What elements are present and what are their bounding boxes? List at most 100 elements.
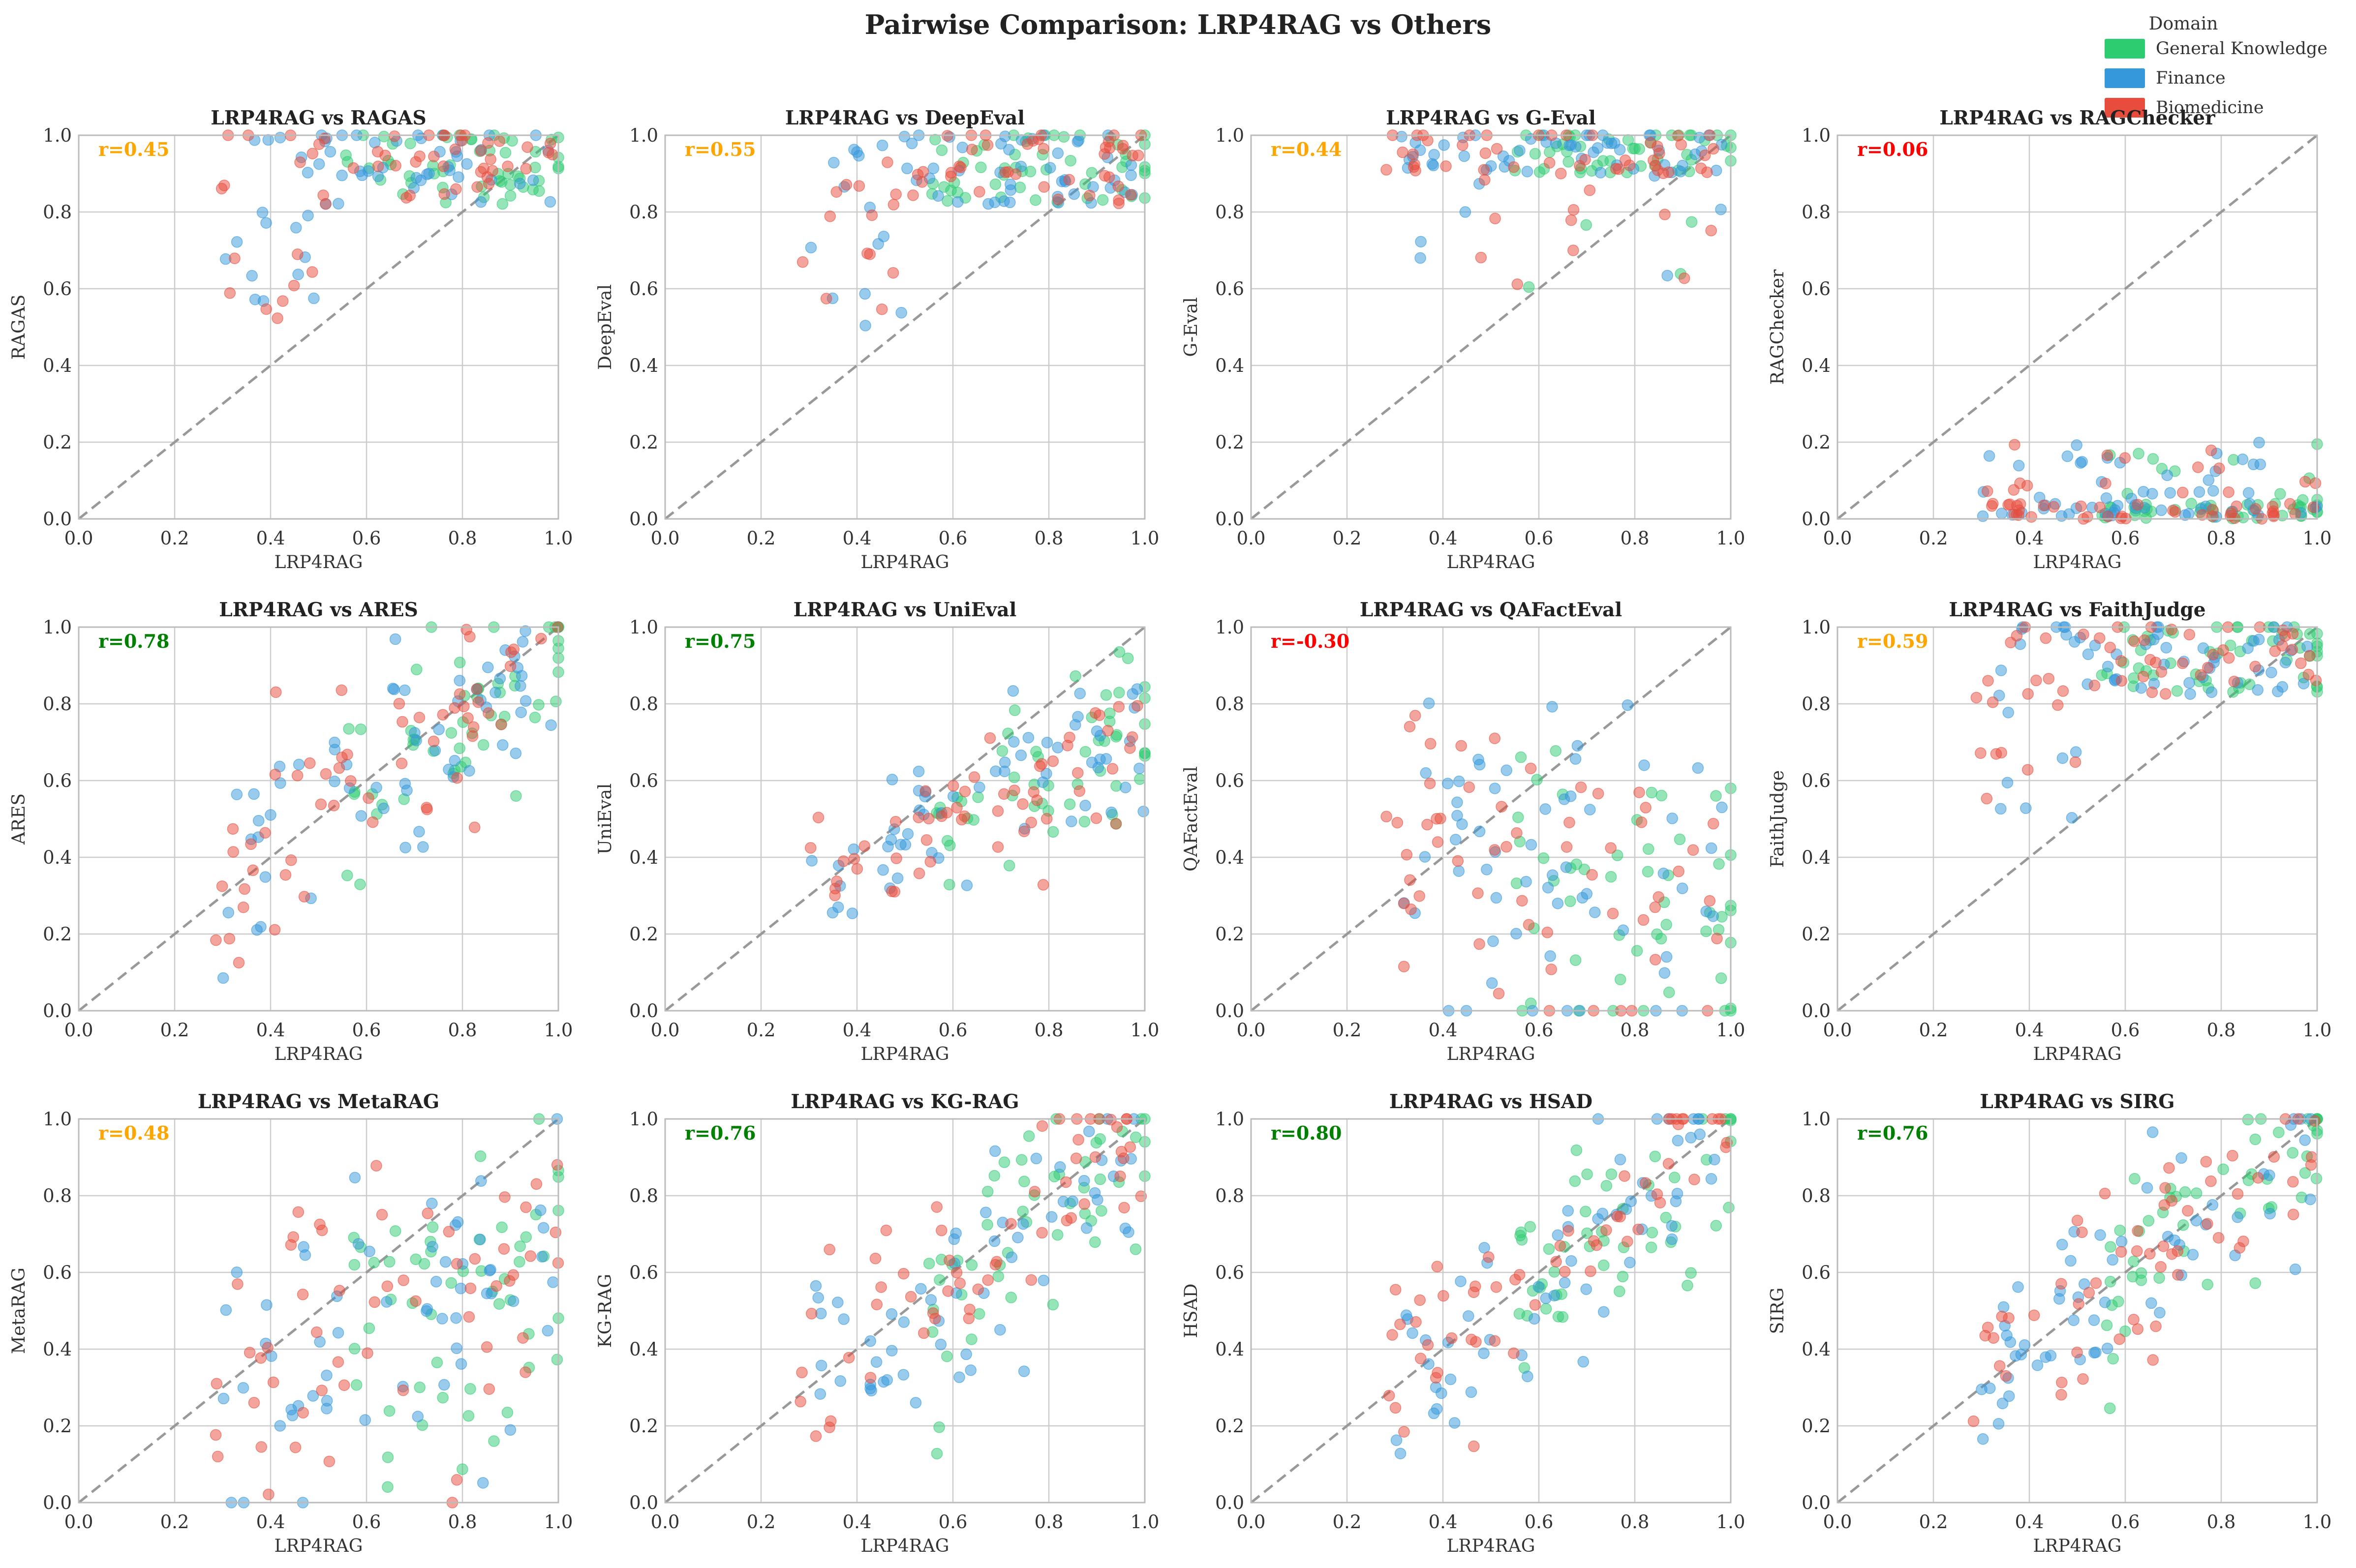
data-point: [270, 686, 282, 698]
data-point: [1575, 781, 1587, 793]
data-point: [1455, 1275, 1467, 1287]
data-point: [1580, 1283, 1592, 1295]
data-point: [412, 1411, 424, 1422]
data-point: [2104, 1402, 2116, 1415]
data-point: [384, 1256, 396, 1268]
panel-title: LRP4RAG vs KG-RAG: [791, 1090, 1019, 1113]
data-point: [2155, 666, 2168, 678]
data-point: [2142, 1215, 2155, 1227]
data-point: [475, 145, 487, 157]
data-point: [812, 1292, 824, 1304]
data-point: [2250, 503, 2262, 515]
data-point: [1125, 189, 1137, 201]
data-point: [252, 814, 265, 827]
y-tick-label: 0.0: [629, 1000, 658, 1022]
data-point: [504, 660, 517, 672]
panel-title: LRP4RAG vs FaithJudge: [1949, 599, 2205, 621]
data-point: [1003, 144, 1015, 156]
data-point: [1106, 763, 1119, 775]
data-point: [936, 810, 948, 822]
data-point: [340, 149, 352, 161]
data-point: [1657, 167, 1669, 180]
y-tick-label: 0.0: [1215, 1000, 1244, 1022]
correlation-label: r=0.59: [1857, 630, 1928, 652]
data-point: [467, 721, 480, 733]
data-point: [880, 1224, 892, 1236]
data-point: [220, 1304, 232, 1316]
legend: Domain General Knowledge Finance Biomedi…: [2105, 14, 2356, 122]
scatter-panel: 0.0 0.2 0.4 0.6 0.8 1.0 0.0 0.2 0.4 0.6 0.8 1.0 LRP4…: [1768, 1090, 2331, 1556]
scatter-panel: 0.0 0.2 0.4 0.6 0.8 1.0 0.0 0.2 0.4 0.6 0.8 1.0 LRP4…: [1181, 599, 1745, 1064]
data-point: [274, 1420, 286, 1432]
data-point: [212, 1450, 224, 1463]
data-point: [1133, 762, 1145, 775]
y-tick-label: 0.4: [629, 355, 658, 376]
data-point: [2223, 486, 2234, 498]
x-tick-label: 0.8: [448, 1511, 477, 1533]
data-point: [485, 153, 496, 165]
data-point: [1543, 157, 1556, 169]
data-point: [1047, 1298, 1059, 1311]
data-point: [864, 1372, 877, 1384]
data-point: [1682, 1279, 1693, 1292]
data-point: [1659, 209, 1671, 220]
data-point: [2099, 1297, 2111, 1308]
data-point: [2081, 511, 2093, 523]
panel-title: LRP4RAG vs RAGAS: [211, 107, 426, 129]
data-point: [2160, 688, 2172, 700]
data-point: [1692, 762, 1704, 774]
data-point: [2182, 1205, 2194, 1217]
y-tick-label: 1.0: [43, 125, 72, 146]
data-point: [545, 719, 557, 731]
data-point: [2028, 1309, 2040, 1321]
y-tick-label: 0.8: [43, 694, 72, 715]
data-point: [889, 815, 902, 828]
data-point: [1693, 131, 1706, 144]
data-point: [1007, 685, 1019, 697]
data-point: [1432, 836, 1444, 848]
data-point: [2202, 662, 2214, 674]
y-tick-label: 0.8: [629, 1185, 658, 1206]
data-point: [2274, 488, 2286, 500]
x-axis-label: LRP4RAG: [1447, 1536, 1535, 1556]
data-point: [1607, 907, 1619, 920]
data-point: [1695, 162, 1707, 174]
data-point: [1650, 159, 1661, 172]
data-point: [2119, 452, 2131, 464]
data-point: [1122, 652, 1134, 664]
x-tick-label: 0.8: [1035, 1511, 1064, 1533]
data-point: [1614, 973, 1626, 986]
data-point: [2061, 450, 2074, 462]
data-point: [984, 732, 996, 744]
data-point: [1131, 683, 1143, 695]
data-point: [1619, 154, 1631, 166]
data-point: [389, 1225, 401, 1237]
data-point: [372, 170, 384, 182]
x-tick-label: 0.0: [1237, 1511, 1266, 1533]
data-point: [925, 1294, 937, 1306]
data-point: [918, 1327, 930, 1339]
data-point: [2146, 1126, 2159, 1138]
data-point: [1622, 699, 1634, 711]
diagonal-reference-line: [1836, 134, 2318, 520]
data-point: [989, 178, 1002, 190]
y-tick-label: 0.0: [1802, 1000, 1831, 1022]
data-point: [2107, 1254, 2118, 1266]
data-point: [297, 1289, 309, 1300]
data-point: [1544, 950, 1556, 962]
data-point: [1478, 164, 1490, 176]
data-point: [2100, 478, 2111, 489]
data-point: [1660, 919, 1672, 931]
data-point: [477, 739, 490, 751]
data-point: [1389, 1402, 1402, 1414]
data-point: [901, 162, 913, 175]
x-tick-label: 0.0: [1823, 1020, 1852, 1041]
data-point: [451, 1258, 463, 1270]
data-point: [1557, 1311, 1569, 1323]
data-point: [2139, 634, 2150, 646]
data-point: [859, 320, 871, 332]
data-point: [450, 183, 462, 195]
data-point: [493, 135, 506, 147]
data-point: [2082, 648, 2094, 660]
data-point: [306, 266, 318, 278]
